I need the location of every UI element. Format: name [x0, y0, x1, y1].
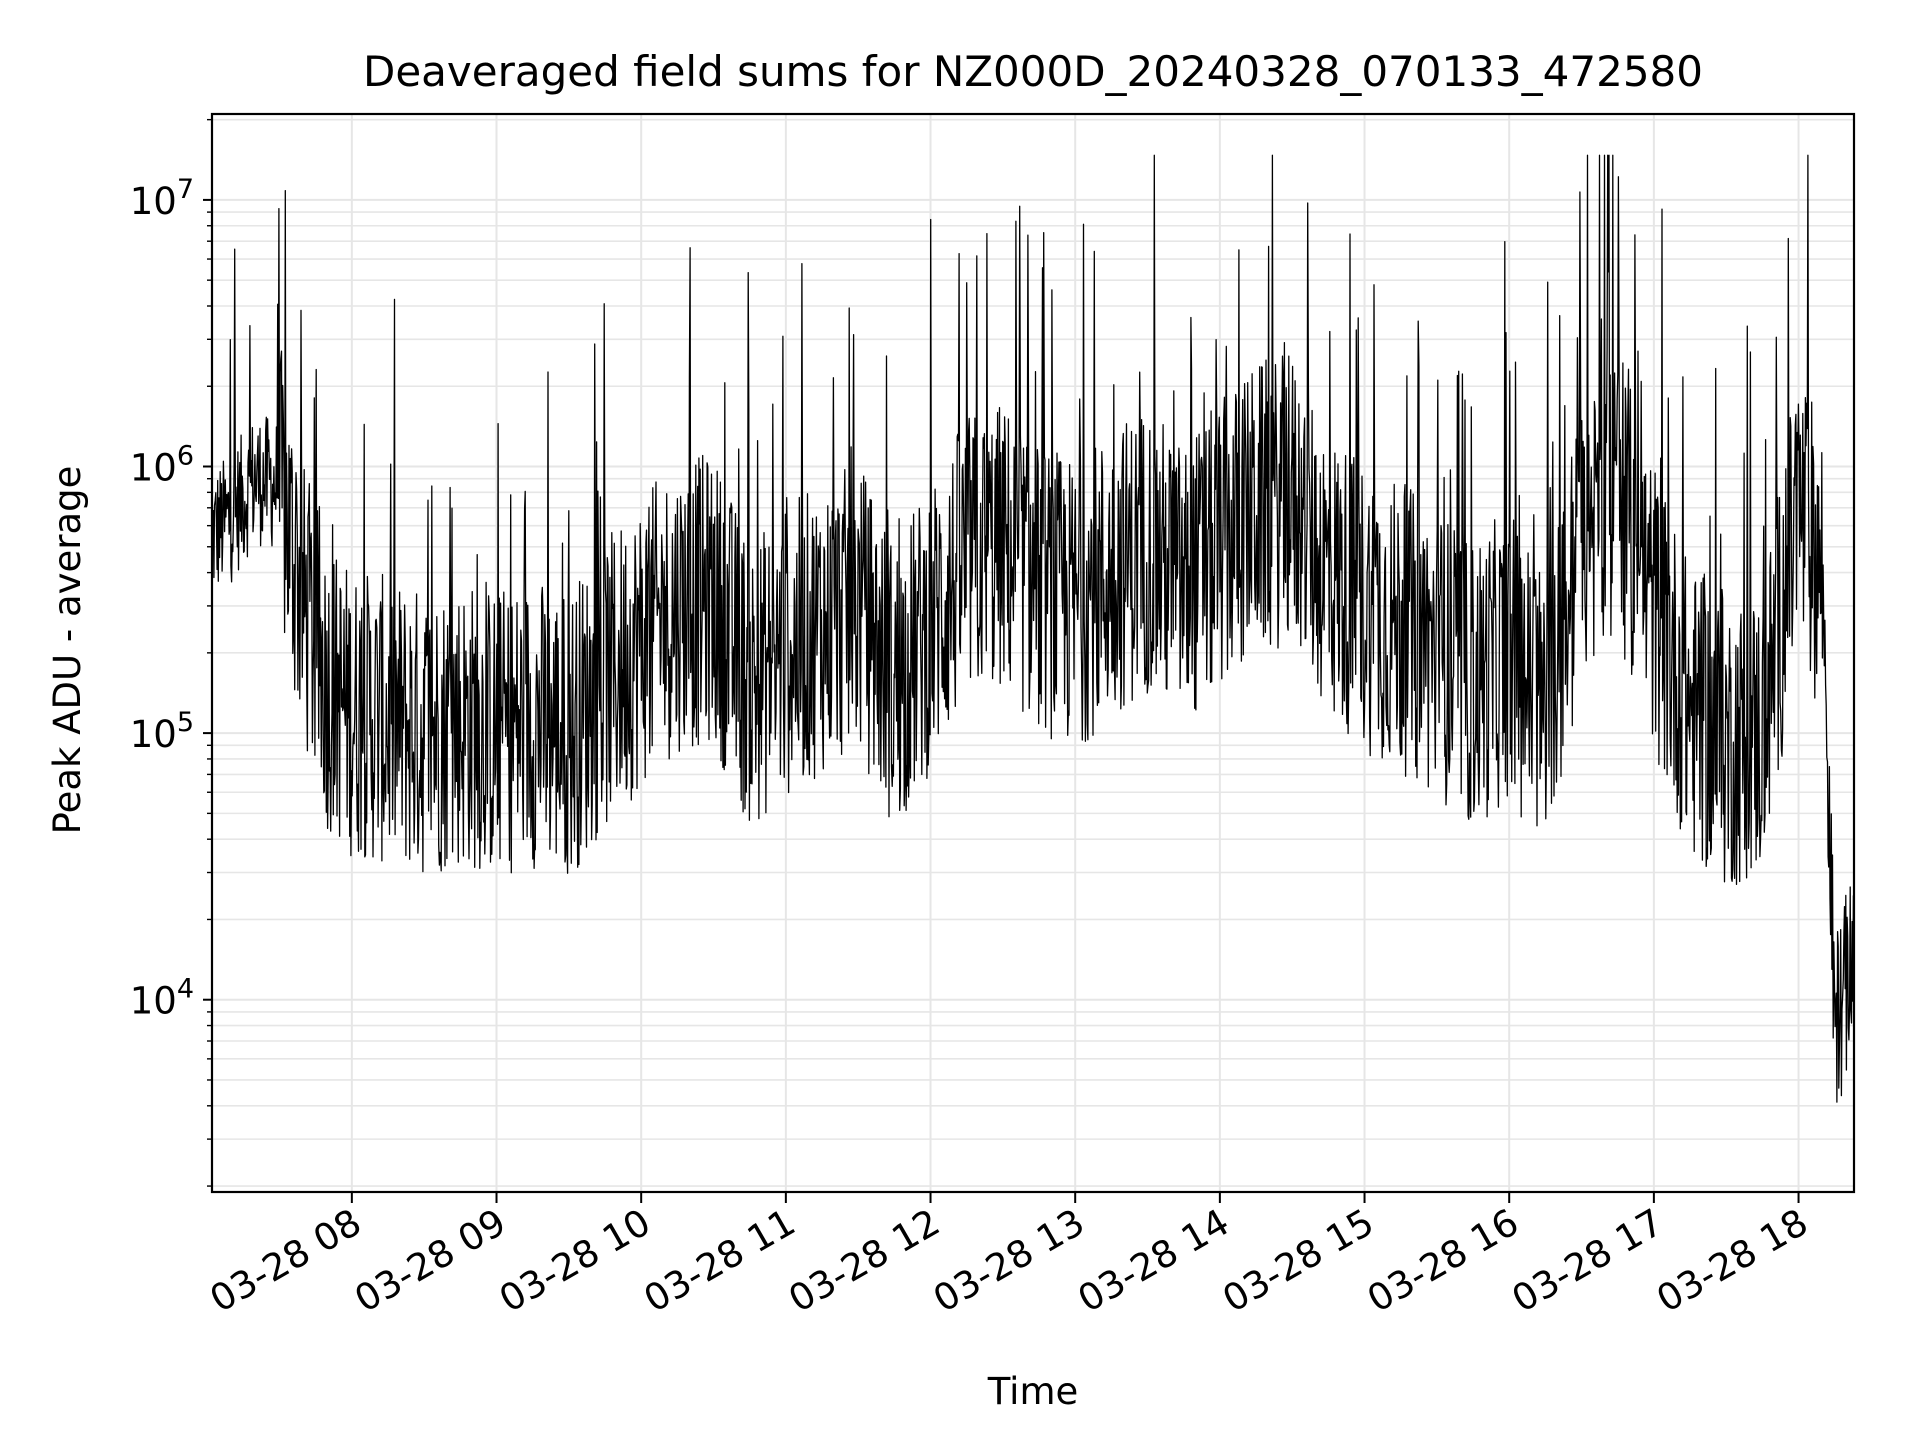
series-layer	[211, 154, 1855, 1103]
x-tick-label: 03-28 11	[637, 1201, 803, 1321]
y-tick-label: 107	[130, 174, 194, 223]
x-tick-label: 03-28 15	[1215, 1201, 1381, 1321]
x-tick-label: 03-28 18	[1649, 1201, 1815, 1321]
x-tick-label: 03-28 16	[1360, 1201, 1526, 1321]
x-tick-label: 03-28 08	[203, 1201, 369, 1321]
x-tick-label: 03-28 17	[1505, 1201, 1671, 1321]
x-tick-label: 03-28 14	[1071, 1201, 1237, 1321]
x-tick-label: 03-28 10	[492, 1201, 658, 1321]
x-axis-label: Time	[987, 1370, 1079, 1413]
chart-title: Deaveraged field sums for NZ000D_2024032…	[363, 47, 1703, 96]
x-tick-label: 03-28 12	[781, 1201, 947, 1321]
x-tick-label: 03-28 13	[926, 1201, 1092, 1321]
series-line	[211, 154, 1855, 1103]
y-axis: 104 105 106 107	[130, 118, 212, 1187]
y-tick-label: 105	[130, 707, 194, 756]
y-axis-label: Peak ADU - average	[46, 466, 89, 835]
x-tick-label: 03-28 09	[347, 1201, 513, 1321]
y-tick-label: 104	[130, 974, 194, 1023]
y-tick-label: 106	[130, 441, 194, 490]
